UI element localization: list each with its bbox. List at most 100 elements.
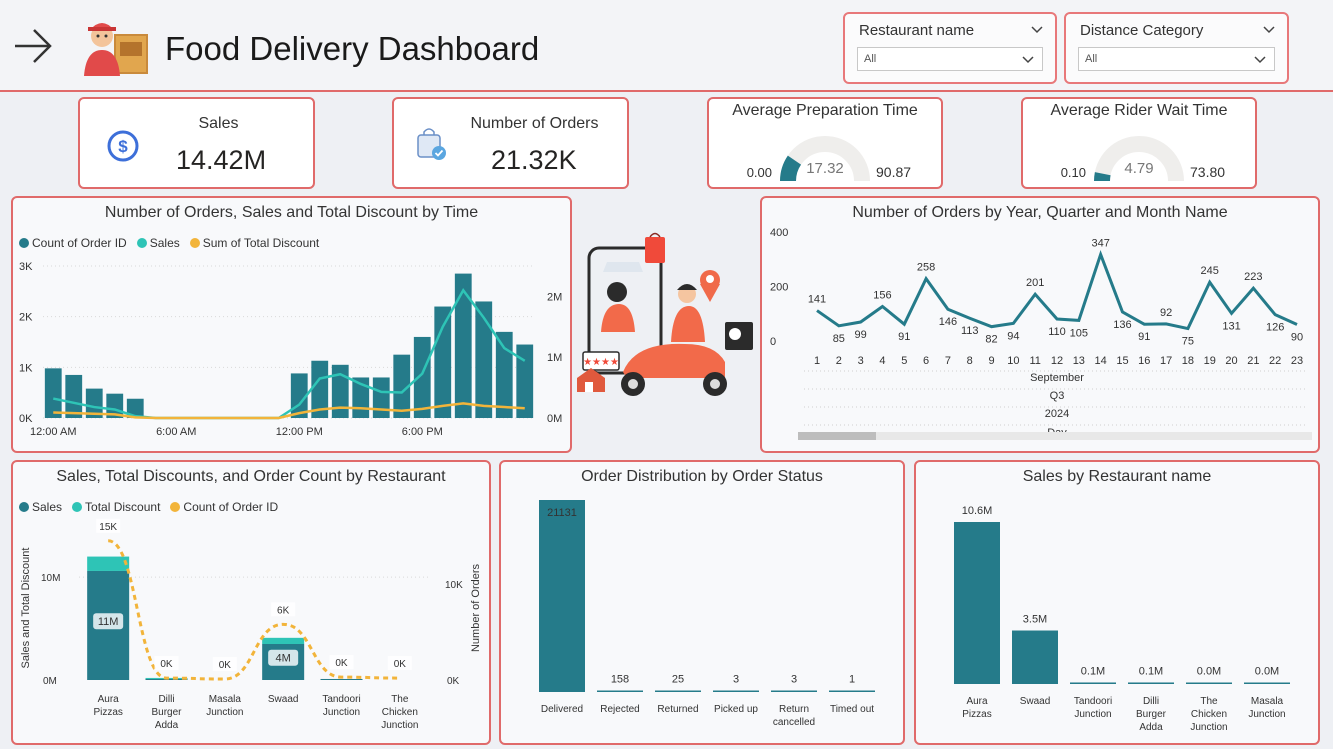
discount-bar (262, 637, 305, 644)
value-bar (954, 522, 1000, 684)
x-tick-label: 6 (923, 355, 929, 367)
hierarchy-label: Q3 (1050, 390, 1065, 402)
orders-bar (126, 398, 144, 418)
data-label: 158 (611, 674, 629, 686)
discount-line (53, 402, 525, 420)
x-tick-label: 21 (1247, 355, 1259, 367)
data-label: 245 (1201, 265, 1219, 277)
orders-bar (372, 377, 390, 418)
y-tick-label: 1K (19, 362, 33, 374)
x-tick-label: The (391, 694, 409, 705)
sales-by-restaurant-chart[interactable]: Sales by Restaurant name 10.6M Aura Pizzas… (914, 460, 1320, 745)
x-tick-label: Aura (98, 694, 120, 705)
shopping-bag-icon (417, 128, 446, 160)
x-tick-label: cancelled (773, 717, 815, 728)
x-tick-label: 11 (1029, 355, 1040, 367)
rider-wait-gauge: 4.79 0.10 73.80 (1061, 136, 1225, 182)
x-tick-label: Burger (1136, 709, 1167, 720)
orders-bar (413, 336, 431, 418)
chart-plot-area: Sales and Total Discount Number of Orders… (20, 518, 482, 731)
sales-discounts-orders-by-restaurant-chart[interactable]: Sales, Total Discounts, and Order Count … (11, 460, 491, 745)
data-label: 146 (939, 316, 957, 328)
data-label: 141 (808, 294, 826, 306)
data-label: 1 (849, 674, 855, 686)
kpi-label: Average Rider Wait Time (1050, 102, 1228, 119)
rider-wait-gauge-card[interactable]: Average Rider Wait Time 4.79 0.10 73.80 (1021, 97, 1257, 189)
legend-item[interactable]: Count of Order ID (170, 500, 278, 514)
data-label: 75 (1182, 336, 1194, 348)
order-status-distribution-chart[interactable]: Order Distribution by Order Status 21131… (499, 460, 905, 745)
legend-item[interactable]: Sum of Total Discount (189, 236, 319, 250)
y-tick-label: 200 (770, 282, 788, 294)
x-tick-label: Returned (657, 704, 698, 715)
value-bar (1186, 682, 1232, 684)
legend-item[interactable]: Sales (19, 500, 62, 514)
distance-category-slicer[interactable]: Distance Category All (1064, 12, 1289, 84)
data-label: 0.0M (1255, 666, 1279, 678)
x-tick-label: 17 (1160, 355, 1172, 367)
x-tick-label: 3 (858, 355, 864, 367)
orders-sales-discount-by-time-chart[interactable]: Number of Orders, Sales and Total Discou… (11, 196, 572, 453)
x-tick-label: 12 (1051, 355, 1063, 367)
chart-title: Sales by Restaurant name (1022, 468, 1212, 485)
value-bar (655, 690, 701, 692)
slicer-dropdown[interactable]: All (1078, 47, 1275, 71)
y2-tick-label: 0M (547, 413, 562, 425)
restaurant-name-slicer[interactable]: Restaurant name All (843, 12, 1057, 84)
value-bar (1070, 682, 1116, 684)
chevron-down-icon[interactable] (1254, 54, 1266, 66)
data-label: 0.1M (1081, 665, 1105, 677)
x-tick-label: Junction (323, 707, 360, 718)
chevron-down-icon[interactable] (1263, 24, 1275, 36)
back-arrow-icon[interactable] (12, 26, 54, 66)
data-label: 90 (1291, 331, 1303, 343)
x-tick-label: 7 (945, 355, 951, 367)
prep-time-gauge-card[interactable]: Average Preparation Time 17.32 0.00 90.87 (707, 97, 943, 189)
kpi-label: Number of Orders (470, 115, 599, 132)
legend-item[interactable]: Count of Order ID (19, 236, 127, 250)
y2-tick-label: 1M (547, 352, 562, 364)
gauge-max-label: 90.87 (876, 164, 911, 180)
x-tick-label: Dilli (1143, 696, 1159, 707)
value-bar (1012, 630, 1058, 684)
x-tick-label: 4 (879, 355, 885, 367)
legend-item[interactable]: Sales (136, 236, 180, 250)
chevron-down-icon[interactable] (1022, 54, 1034, 66)
slicer-label: Distance Category (1080, 22, 1204, 39)
legend-label: Total Discount (85, 500, 161, 514)
slicer-dropdown[interactable]: All (857, 47, 1043, 71)
x-tick-label: Delivered (541, 704, 583, 715)
data-label: 3 (733, 674, 739, 686)
page-title: Food Delivery Dashboard (165, 30, 540, 67)
data-label: 136 (1113, 319, 1131, 331)
orders-bar (434, 306, 452, 418)
chart-title: Sales, Total Discounts, and Order Count … (56, 468, 446, 485)
sales-kpi-card[interactable]: $ Sales 14.42M (78, 97, 315, 189)
x-tick-label: Dilli (158, 694, 174, 705)
chart-plot-area: 4002000141185299315649152586146711388299… (770, 227, 1312, 440)
x-tick-label: Return (779, 704, 809, 715)
orders-by-day-chart[interactable]: Number of Orders by Year, Quarter and Mo… (760, 196, 1320, 453)
orders-bar (516, 344, 534, 418)
y-tick-label: 2K (19, 312, 33, 324)
slicer-value: All (1085, 53, 1098, 65)
x-tick-label: 12:00 AM (30, 426, 76, 438)
orders-kpi-card[interactable]: Number of Orders 21.32K (392, 97, 629, 189)
slicer-value: All (864, 53, 877, 65)
scrollbar-thumb[interactable] (798, 432, 876, 440)
x-tick-label: Rejected (600, 704, 639, 715)
x-tick-label: Swaad (1020, 696, 1051, 707)
chart-title: Number of Orders, Sales and Total Discou… (104, 204, 479, 221)
x-tick-label: 19 (1204, 355, 1216, 367)
orders-bar (311, 360, 329, 418)
y-tick-label: 3K (19, 261, 33, 273)
y-tick-label: 0M (43, 676, 57, 687)
orders-line (816, 249, 1298, 331)
data-label: 0K (219, 660, 232, 671)
x-tick-label: Masala (1251, 696, 1284, 707)
chevron-down-icon[interactable] (1031, 24, 1043, 36)
data-label: 85 (833, 333, 845, 345)
value-bar (713, 690, 759, 692)
legend-item[interactable]: Total Discount (72, 500, 160, 514)
x-tick-label: Chicken (1191, 709, 1227, 720)
